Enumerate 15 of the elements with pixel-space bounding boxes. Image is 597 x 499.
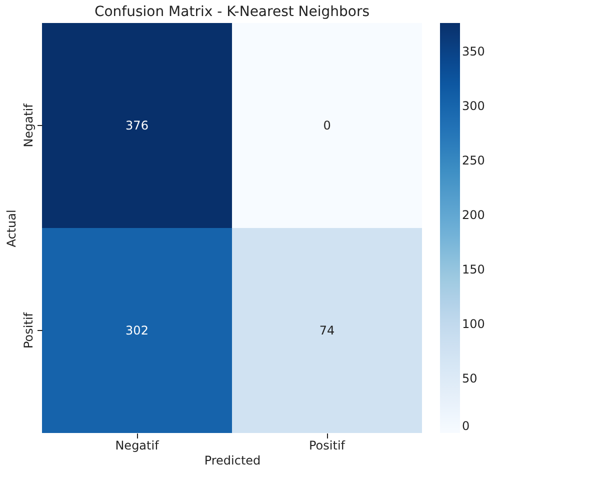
color-bar-label: 200 [462, 208, 485, 222]
x-axis-title: Predicted [204, 454, 261, 468]
color-bar-label: 150 [462, 262, 485, 276]
color-bar-label: 250 [462, 153, 485, 168]
data-label: 0 [323, 118, 331, 132]
color-bar-label: 300 [462, 98, 485, 113]
color-bar-label: 50 [462, 371, 478, 386]
data-label: 302 [126, 324, 148, 338]
color-bar-label: 0 [462, 419, 470, 433]
data-label: 74 [319, 324, 335, 338]
color-bar-label: 350 [462, 44, 485, 58]
color-bar-label: 100 [462, 316, 485, 331]
data-label: 376 [126, 118, 148, 132]
chart-title: Confusion Matrix - K-Nearest Neighbors [94, 4, 370, 20]
y-axis-title: Actual [4, 210, 18, 248]
